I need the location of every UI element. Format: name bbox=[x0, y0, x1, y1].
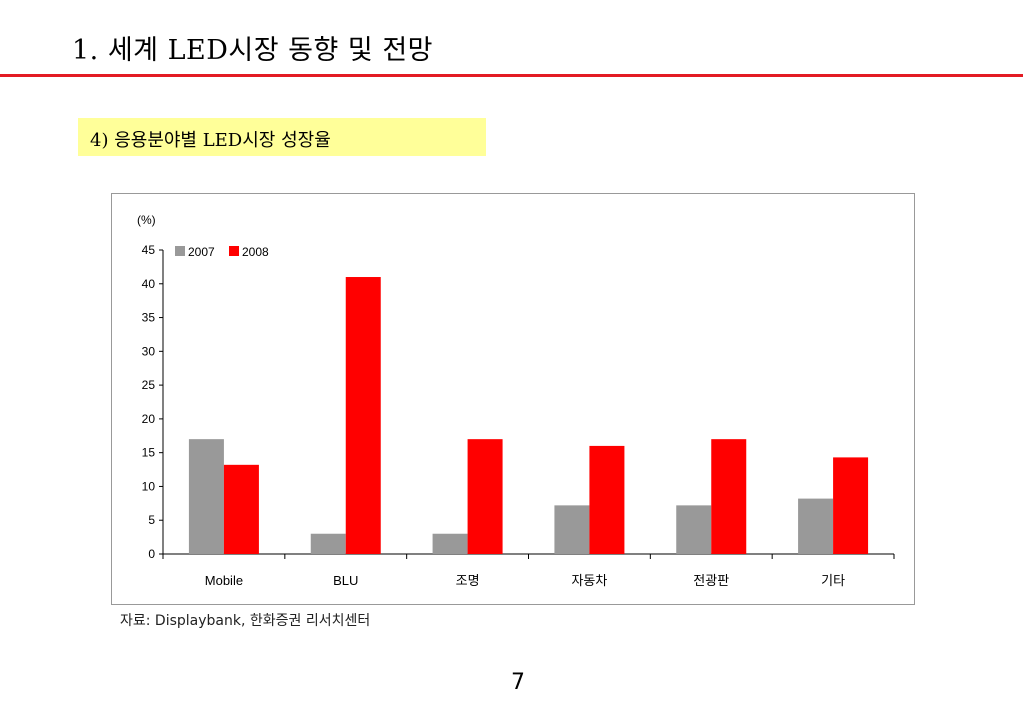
y-tick-label: 0 bbox=[148, 547, 155, 561]
legend-label-2007: 2007 bbox=[188, 245, 215, 259]
y-tick-label: 45 bbox=[142, 243, 156, 257]
y-tick-label: 40 bbox=[142, 277, 156, 291]
subtitle-highlight: 4) 응용분야별 LED시장 성장율 bbox=[78, 118, 486, 156]
x-tick-label: BLU bbox=[333, 573, 358, 588]
y-tick-label: 15 bbox=[142, 446, 156, 460]
y-tick-label: 30 bbox=[142, 344, 156, 358]
y-tick-label: 5 bbox=[148, 513, 155, 527]
bar-2008 bbox=[467, 439, 503, 554]
legend-swatch-2007 bbox=[175, 246, 185, 256]
bar-2008 bbox=[345, 277, 381, 554]
page-number: 7 bbox=[511, 670, 525, 695]
y-tick-label: 20 bbox=[142, 412, 156, 426]
bar-2007 bbox=[432, 533, 468, 554]
y-tick-label: 10 bbox=[142, 479, 156, 493]
chart-subtitle: 4) 응용분야별 LED시장 성장율 bbox=[90, 130, 331, 151]
y-unit-label: (%) bbox=[137, 213, 156, 227]
x-tick-label: 기타 bbox=[821, 573, 845, 588]
chart-frame: (%) 0 5 10 15 20 25 30 35 40 45 Mobile BLU 조명 자동차 전광판 기타… bbox=[111, 193, 915, 605]
y-tick-label: 35 bbox=[142, 311, 156, 325]
bar-2008 bbox=[833, 457, 869, 554]
bar-2008 bbox=[589, 445, 625, 554]
bar-2007 bbox=[798, 498, 834, 554]
source-note: 자료: Displaybank, 한화증권 리서치센터 bbox=[120, 613, 371, 629]
y-tick-label: 25 bbox=[142, 378, 156, 392]
bar-2008 bbox=[711, 439, 747, 554]
slide-title: 1. 세계 LED시장 동향 및 전망 bbox=[72, 35, 434, 66]
bar-2007 bbox=[310, 533, 346, 554]
x-tick-label: 조명 bbox=[456, 573, 480, 588]
bar-2007 bbox=[676, 505, 712, 554]
bar-2008 bbox=[223, 464, 259, 554]
bar-2007 bbox=[188, 439, 224, 554]
x-tick-label: 전광판 bbox=[693, 573, 729, 588]
bar-chart: (%) 0 5 10 15 20 25 30 35 40 45 Mobile BLU 조명 자동차 전광판 기타… bbox=[137, 213, 895, 588]
title-divider bbox=[0, 74, 1023, 77]
x-tick-label: 자동차 bbox=[571, 573, 607, 588]
bar-2007 bbox=[554, 505, 590, 554]
x-tick-label: Mobile bbox=[205, 573, 243, 588]
legend-label-2008: 2008 bbox=[242, 245, 269, 259]
legend-swatch-2008 bbox=[229, 246, 239, 256]
